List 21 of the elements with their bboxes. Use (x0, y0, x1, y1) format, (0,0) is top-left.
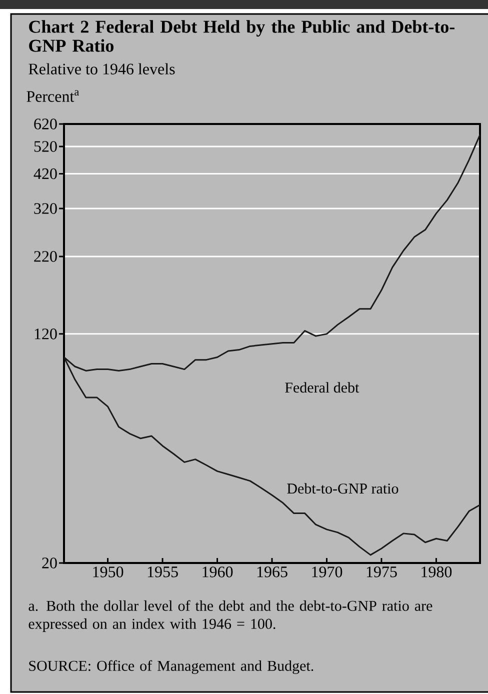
x-tick-label: 1955 (148, 566, 178, 578)
series-label: Debt-to-GNP ratio (287, 483, 398, 494)
text: a. Both the dollar level of the debt and the debt-to-GNP ratio are expressed on an index with 1946 = 100. (28, 600, 432, 632)
y-tick-label: 320 (34, 203, 57, 214)
text: Federal debt (285, 382, 360, 393)
y-tick-label: 220 (34, 251, 57, 262)
x-tick-label: 1980 (422, 566, 452, 578)
y-tick-label: 520 (34, 141, 57, 152)
y-tick-label: 20 (42, 558, 57, 568)
x-tick-label: 1970 (312, 566, 342, 578)
y-tick-label: 120 (34, 328, 57, 340)
y-tick-label: 620 (34, 118, 57, 130)
x-tick-label: 1965 (257, 566, 288, 578)
source-note: SOURCE: Office of Management and Budget. (29, 660, 314, 674)
chart-title: Chart 2 Federal Debt Held by the Public and Debt-to-GNP Ratio (29, 20, 454, 52)
x-tick-label: 1975 (366, 566, 397, 578)
x-tick-label: 1960 (202, 566, 233, 578)
y-axis-title: Percent$^{a}$ (26, 90, 79, 102)
chart-subtitle: Relative to 1946 levels (28, 63, 175, 74)
x-tick-label: 1950 (93, 566, 124, 578)
y-tick-label: 420 (34, 168, 57, 180)
